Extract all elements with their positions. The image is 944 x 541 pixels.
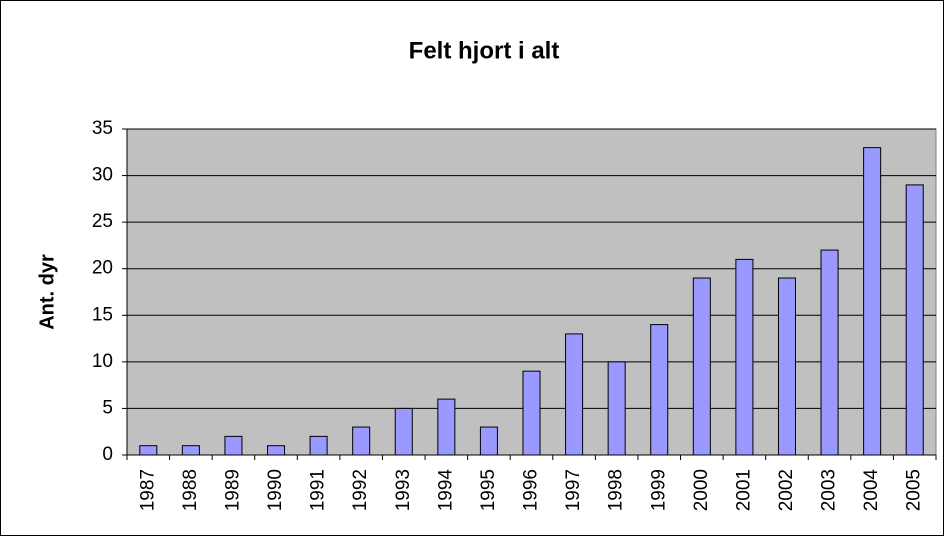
x-tick-label: 2005	[904, 469, 925, 511]
bar	[437, 398, 456, 456]
x-tick-label: 1997	[563, 469, 584, 511]
x-tick-label: 1992	[350, 469, 371, 511]
y-tick-label: 20	[92, 258, 113, 279]
bar	[394, 407, 413, 456]
bar	[650, 324, 669, 456]
y-tick-label: 25	[92, 211, 113, 232]
x-tick-label: 1994	[435, 469, 456, 512]
bar	[692, 277, 711, 456]
y-tick-label: 0	[102, 444, 113, 465]
x-tick-label: 2001	[733, 469, 754, 511]
bar	[905, 184, 924, 456]
x-tick-label: 2000	[691, 469, 712, 511]
x-tick-label: 1995	[478, 469, 499, 511]
y-tick-label: 10	[92, 351, 113, 372]
bar	[479, 426, 498, 456]
bar	[139, 445, 158, 456]
y-tick-label: 5	[102, 397, 113, 418]
x-tick-label: 1987	[137, 469, 158, 511]
x-tick-label: 1989	[222, 469, 243, 511]
bar	[181, 445, 200, 456]
bar	[777, 277, 796, 456]
x-tick-label: 1991	[308, 469, 329, 511]
x-tick-label: 1998	[606, 469, 627, 511]
x-tick-label: 1996	[521, 469, 542, 511]
bar	[224, 435, 243, 456]
x-tick-label: 1990	[265, 469, 286, 511]
chart-title: Felt hjort i alt	[409, 37, 560, 64]
bar	[735, 258, 754, 456]
x-tick-label: 1988	[180, 469, 201, 511]
x-tick-label: 2002	[776, 469, 797, 511]
x-tick-label: 1993	[393, 469, 414, 511]
bar	[522, 370, 541, 456]
bar	[565, 333, 584, 456]
bar	[267, 445, 286, 456]
y-tick-label: 35	[92, 118, 113, 139]
bar	[607, 361, 626, 456]
y-tick-label: 15	[92, 304, 113, 325]
bar	[309, 435, 328, 456]
bar	[820, 249, 839, 456]
x-tick-label: 2004	[861, 469, 882, 512]
y-tick-label: 30	[92, 165, 113, 186]
y-axis-label: Ant. dyr	[36, 254, 58, 330]
bar	[352, 426, 371, 456]
x-tick-label: 2003	[819, 469, 840, 511]
bar	[863, 147, 882, 456]
x-tick-label: 1999	[648, 469, 669, 511]
